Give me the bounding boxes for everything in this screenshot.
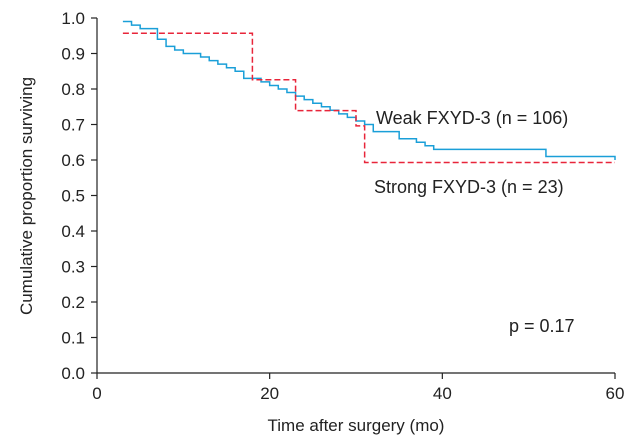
y-tick-label: 0.6 [61,151,85,170]
x-tick-label: 40 [433,384,452,403]
y-tick-label: 0.7 [61,116,85,135]
ticks: 0.0 0.1 0.2 0.3 0.4 0.5 0.6 0.7 0.8 0.9 1.0 0 20 40 60 [61,9,624,403]
y-tick-label: 0.5 [61,187,85,206]
y-tick-label: 0.3 [61,258,85,277]
weak-fxyd3-curve [122,20,616,160]
x-axis-label: Time after surgery (mo) [268,416,445,435]
y-tick-label: 0.9 [61,45,85,64]
series-label-strong: Strong FXYD-3 (n = 23) [374,177,564,197]
series-layer [122,20,616,164]
y-tick-label: 0.0 [61,364,85,383]
y-tick-label: 0.8 [61,80,85,99]
series-label-weak: Weak FXYD-3 (n = 106) [376,108,568,128]
y-axis-label: Cumulative proportion surviving [17,77,36,315]
strong-fxyd3-curve [122,32,615,164]
p-value-annotation: p = 0.17 [509,316,575,336]
y-tick-label: 0.2 [61,293,85,312]
y-tick-label: 0.4 [61,222,85,241]
y-tick-label: 0.1 [61,329,85,348]
x-tick-label: 0 [92,384,101,403]
x-tick-label: 60 [606,384,625,403]
x-tick-label: 20 [260,384,279,403]
y-tick-label: 1.0 [61,9,85,28]
